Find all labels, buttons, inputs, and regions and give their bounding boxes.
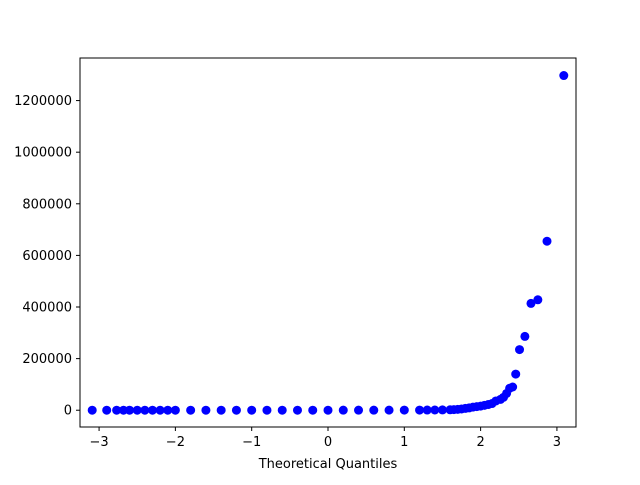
data-point	[277, 405, 287, 415]
data-point	[338, 405, 348, 415]
y-tick-label: 200000	[22, 352, 72, 367]
x-tick-label: 2	[476, 435, 484, 450]
data-point	[515, 345, 525, 355]
data-point	[155, 405, 165, 415]
y-tick-label: 400000	[22, 301, 72, 316]
data-point	[559, 71, 569, 81]
data-point	[231, 405, 241, 415]
x-tick-label: 0	[324, 435, 332, 450]
data-point	[119, 405, 128, 415]
data-point	[430, 405, 440, 415]
y-tick-label: 600000	[22, 249, 72, 264]
data-point	[163, 405, 173, 415]
data-point	[308, 405, 318, 415]
data-point	[399, 405, 409, 415]
data-point	[445, 405, 455, 415]
plot-frame	[79, 57, 577, 428]
data-point	[247, 405, 257, 415]
x-axis-label: Theoretical Quantiles	[258, 457, 398, 472]
data-point	[147, 405, 157, 415]
data-point	[140, 405, 150, 415]
data-point	[533, 295, 543, 305]
x-tick-label: −1	[242, 435, 261, 450]
y-tick-label: 1000000	[14, 146, 72, 161]
x-tick-label: −3	[89, 435, 108, 450]
data-point	[526, 298, 536, 308]
data-point	[186, 405, 196, 415]
x-tick-label: −2	[166, 435, 185, 450]
points-layer	[87, 71, 569, 415]
y-tick-label: 1200000	[14, 94, 72, 109]
data-point	[262, 405, 272, 415]
data-point	[132, 405, 142, 415]
data-point	[369, 405, 379, 415]
data-point	[422, 405, 432, 415]
data-point	[323, 405, 333, 415]
data-point	[292, 405, 302, 415]
data-point	[102, 405, 112, 415]
data-point	[384, 405, 394, 415]
y-tick-label: 0	[64, 404, 72, 419]
x-tick-label: 3	[553, 435, 561, 450]
x-tick-label: 1	[400, 435, 408, 450]
data-point	[87, 405, 97, 415]
data-point	[542, 236, 552, 246]
y-tick-label: 800000	[22, 197, 72, 212]
data-point	[511, 369, 521, 379]
data-point	[216, 405, 226, 415]
data-point	[170, 405, 180, 415]
data-point	[520, 331, 530, 341]
data-point	[112, 405, 122, 415]
data-point	[437, 405, 447, 415]
y-axis-ticks: 0 200000 400000 600000 800000 1000000 1200000	[14, 94, 80, 419]
x-axis-ticks: −3 −2 −1 0 1 2 3	[89, 427, 561, 450]
data-point	[415, 405, 425, 415]
data-point	[354, 405, 364, 415]
data-point	[201, 405, 211, 415]
